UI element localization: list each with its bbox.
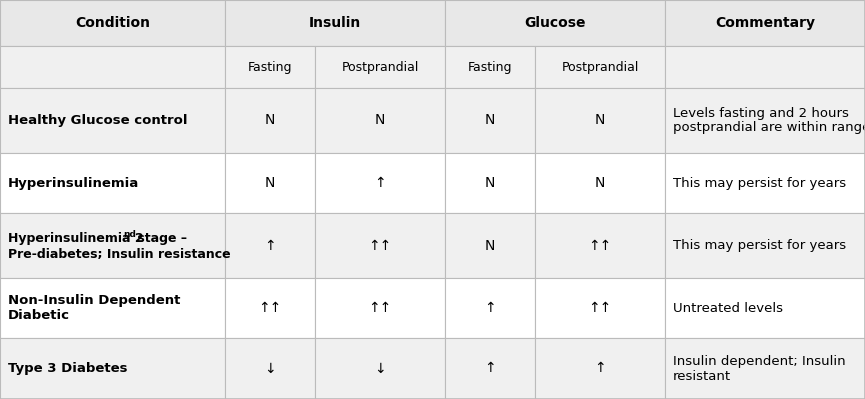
Text: Postprandial: Postprandial [561,61,638,73]
Text: Hyperinsulinemia: Hyperinsulinemia [8,176,139,190]
Bar [225,278,315,338]
Bar [0,153,225,213]
Bar [0,278,225,338]
Bar [665,88,865,153]
Bar [665,338,865,399]
Text: ↓: ↓ [264,361,276,375]
Text: Fasting: Fasting [247,61,292,73]
Text: Hyperinsulinemia 2: Hyperinsulinemia 2 [8,232,144,245]
Bar [225,88,315,153]
Bar [535,278,665,338]
Bar [665,153,865,213]
Text: N: N [265,113,275,128]
Bar [315,213,445,278]
Bar [445,88,535,153]
Bar [535,88,665,153]
Text: N: N [595,113,606,128]
Bar [665,278,865,338]
Text: ↑: ↑ [375,176,386,190]
Bar [445,213,535,278]
Text: stage –: stage – [133,232,187,245]
Bar [315,46,445,88]
Bar [225,213,315,278]
Bar [0,338,225,399]
Bar [315,88,445,153]
Bar [665,0,865,46]
Text: Fasting: Fasting [468,61,512,73]
Text: This may persist for years: This may persist for years [673,239,846,252]
Bar [0,213,225,278]
Bar [445,153,535,213]
Text: ↓: ↓ [375,361,386,375]
Bar [665,213,865,278]
Bar [225,46,315,88]
Bar [535,46,665,88]
Bar [225,338,315,399]
Text: Untreated levels: Untreated levels [673,302,783,314]
Text: Type 3 Diabetes: Type 3 Diabetes [8,362,127,375]
Bar [535,213,665,278]
Text: Insulin: Insulin [309,16,361,30]
Text: nd: nd [123,230,136,239]
Bar [0,46,225,88]
Bar [535,153,665,213]
Bar [445,46,535,88]
Text: N: N [484,239,495,253]
Bar [445,0,665,46]
Text: This may persist for years: This may persist for years [673,176,846,190]
Text: ↑: ↑ [484,301,496,315]
Text: ↑↑: ↑↑ [259,301,282,315]
Bar [535,338,665,399]
Text: Non-Insulin Dependent
Diabetic: Non-Insulin Dependent Diabetic [8,294,181,322]
Bar [315,278,445,338]
Text: Postprandial: Postprandial [342,61,419,73]
Bar [225,0,445,46]
Text: Insulin dependent; Insulin
resistant: Insulin dependent; Insulin resistant [673,354,846,383]
Bar [0,0,225,46]
Text: ↑↑: ↑↑ [368,239,392,253]
Text: Commentary: Commentary [715,16,815,30]
Text: ↑↑: ↑↑ [368,301,392,315]
Text: ↑↑: ↑↑ [588,301,612,315]
Text: ↑: ↑ [484,361,496,375]
Text: N: N [375,113,385,128]
Text: N: N [484,176,495,190]
Text: N: N [484,113,495,128]
Bar [665,46,865,88]
Bar [225,153,315,213]
Text: ↑↑: ↑↑ [588,239,612,253]
Text: Condition: Condition [75,16,150,30]
Text: N: N [595,176,606,190]
Text: ↑: ↑ [594,361,605,375]
Text: ↑: ↑ [264,239,276,253]
Text: Glucose: Glucose [524,16,586,30]
Text: Levels fasting and 2 hours
postprandial are within range: Levels fasting and 2 hours postprandial … [673,107,865,134]
Bar [445,278,535,338]
Bar [445,338,535,399]
Text: Pre-diabetes; Insulin resistance: Pre-diabetes; Insulin resistance [8,248,231,261]
Bar [315,153,445,213]
Text: N: N [265,176,275,190]
Text: Healthy Glucose control: Healthy Glucose control [8,114,188,127]
Bar [0,88,225,153]
Bar [315,338,445,399]
